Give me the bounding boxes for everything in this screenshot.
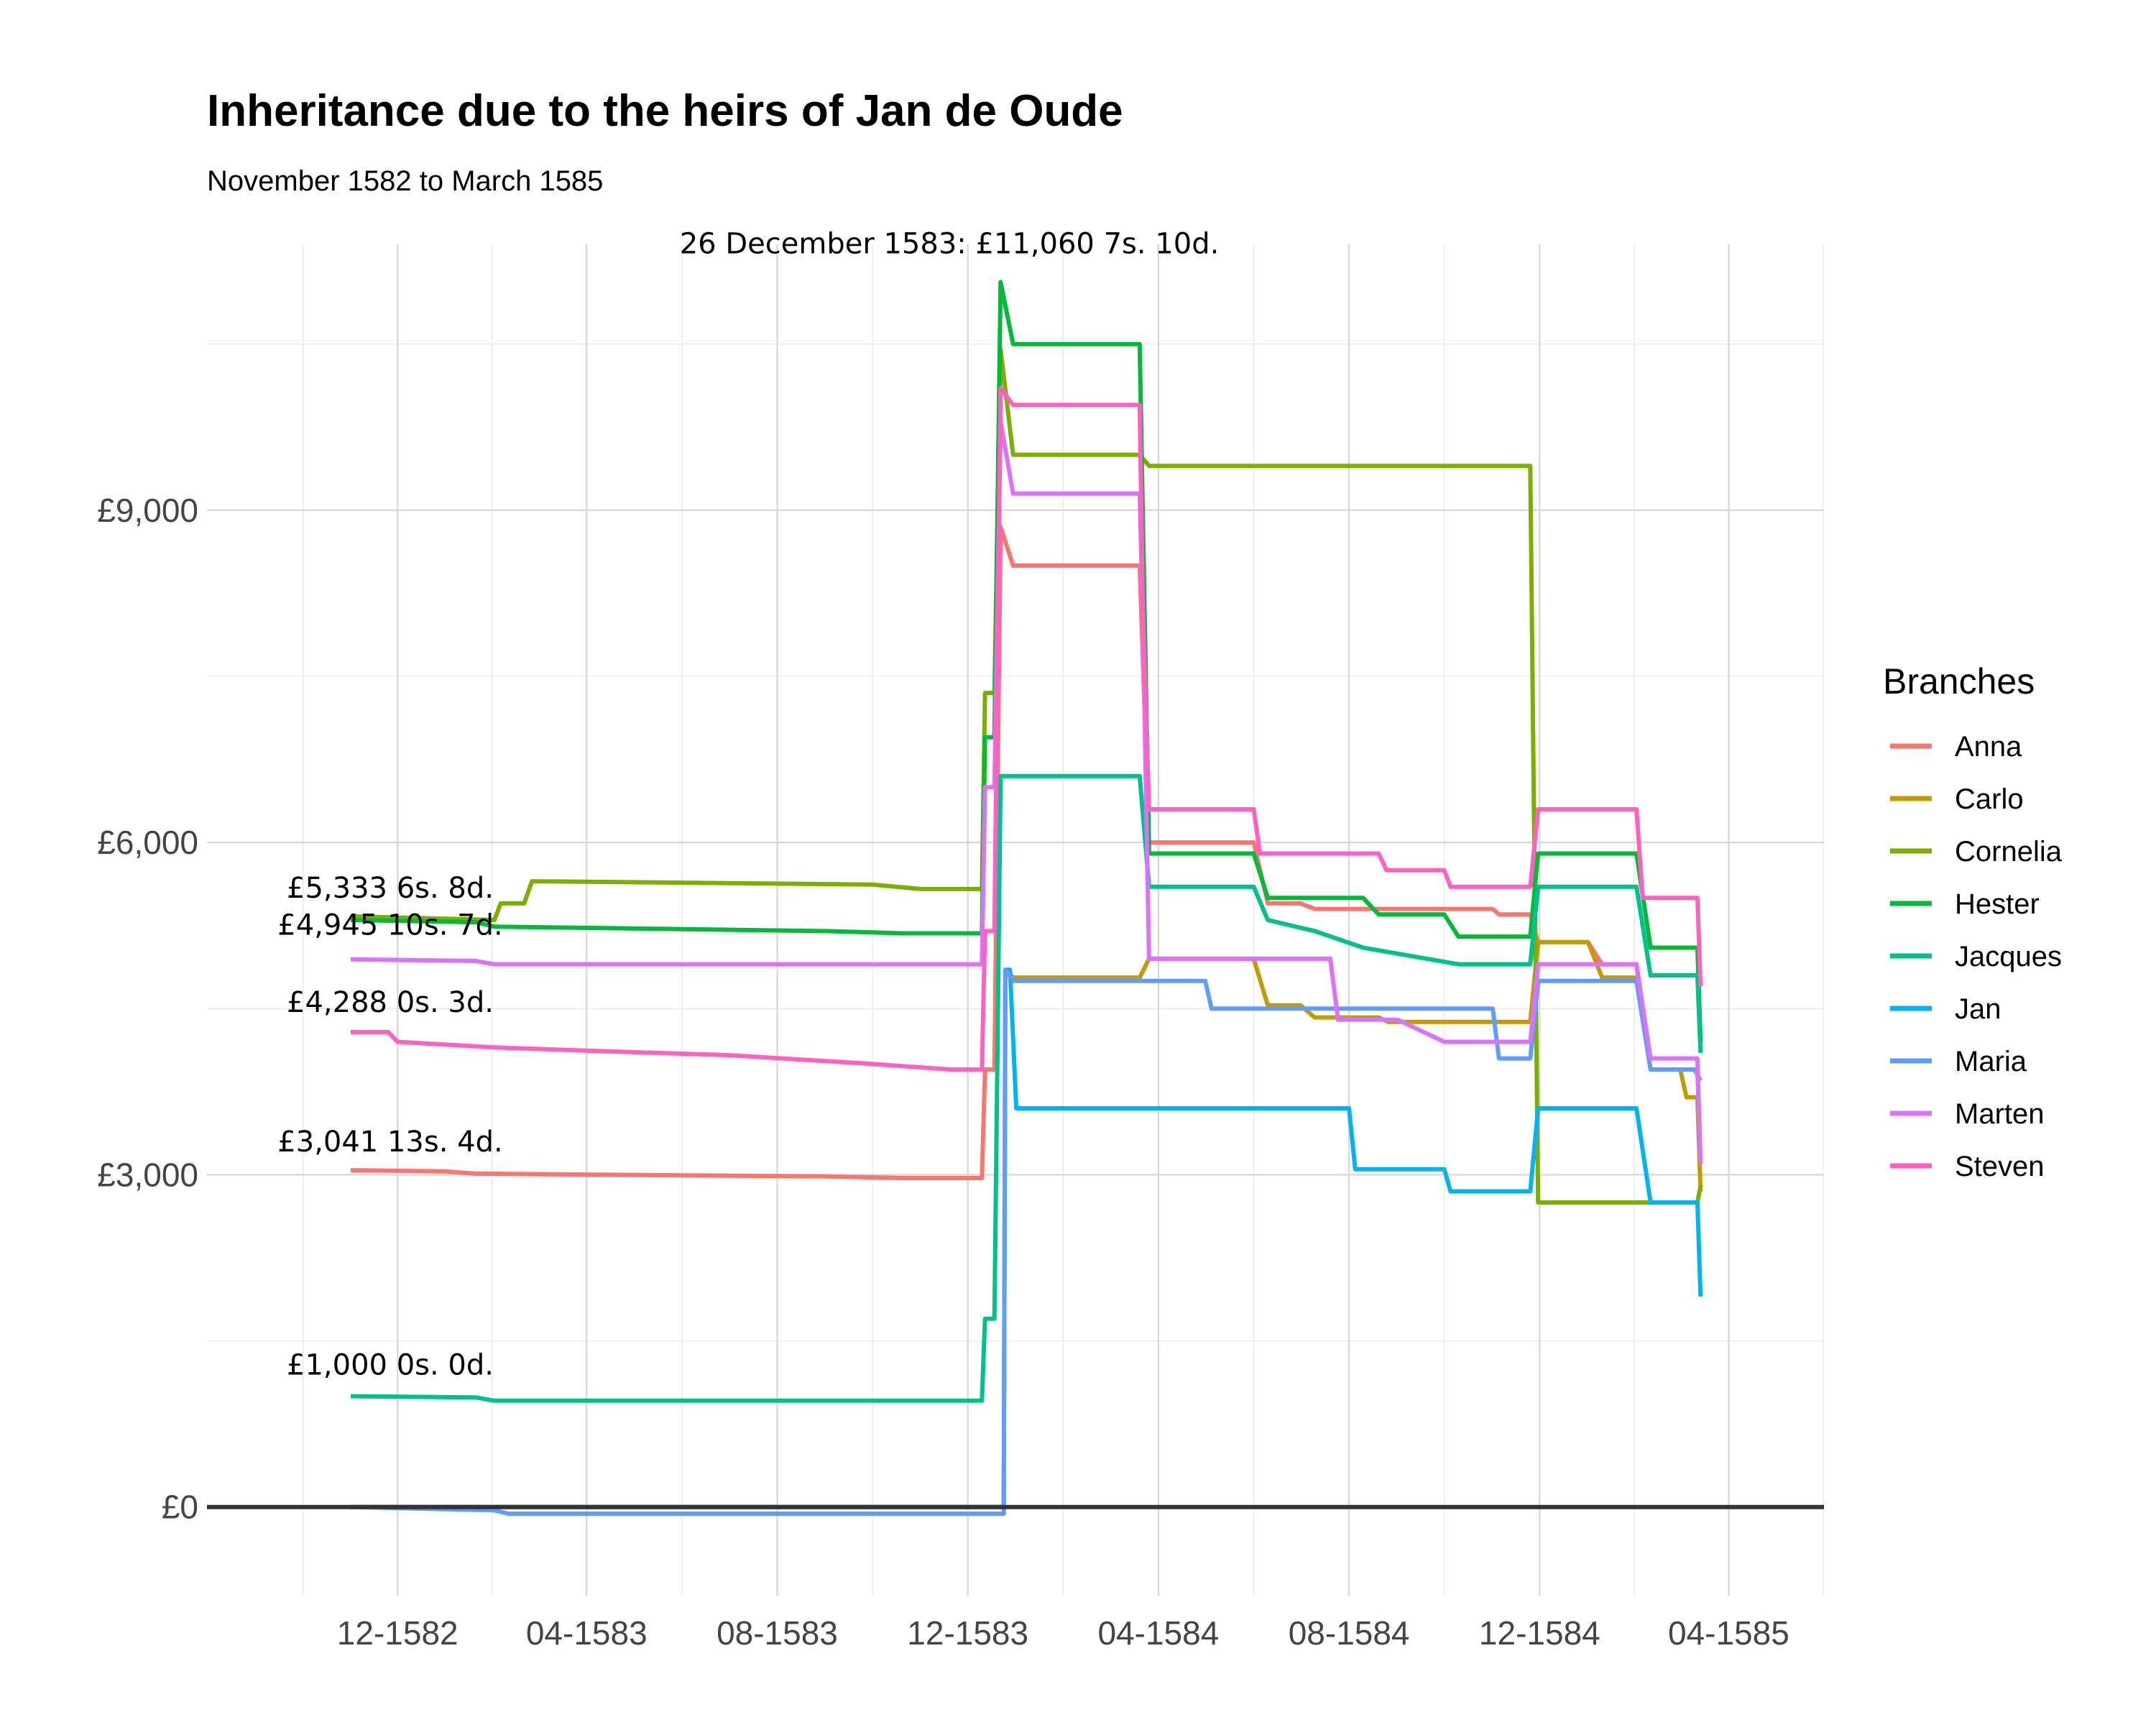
x-tick-label: 12-1584 [1479,1614,1600,1652]
legend-label-carlo: Carlo [1955,783,2024,815]
x-tick-label: 04-1585 [1668,1614,1789,1652]
legend-label-jacques: Jacques [1955,941,2062,972]
series-line-cornelia [350,347,1703,1205]
y-tick-label: £6,000 [97,824,198,861]
legend-label-hester: Hester [1955,888,2040,920]
start-value-annotation: £5,333 6s. 8d. [287,872,494,905]
legend-label-anna: Anna [1955,731,2022,763]
x-tick-label: 08-1584 [1289,1614,1410,1652]
series-line-steven [351,386,1703,1072]
peak-annotation: 26 December 1583: £11,060 7s. 10d. [680,227,1220,260]
series-line-carlo [351,939,1703,1509]
x-tick-label: 12-1582 [337,1614,459,1652]
start-value-annotation: £3,041 13s. 4d. [277,1126,502,1159]
legend-title: Branches [1883,661,2035,702]
series-layer [350,280,1703,1516]
x-tick-label: 04-1584 [1097,1614,1219,1652]
series-line-marten [350,419,1703,1164]
legend-label-jan: Jan [1955,993,2001,1025]
x-tick-label: 04-1583 [526,1614,648,1652]
legend-label-cornelia: Cornelia [1955,836,2063,868]
series-line-jacques [350,773,1703,1403]
y-tick-label: £9,000 [97,492,198,529]
axis-layer: 12-1582 04-1583 08-1583 12-1583 04-1584 08-15… [97,492,1824,1652]
y-tick-label: £3,000 [97,1156,198,1193]
legend-label-steven: Steven [1955,1151,2045,1182]
x-tick-label: 08-1583 [717,1614,838,1652]
series-line-anna [350,525,1703,1180]
legend-label-marten: Marten [1955,1098,2045,1130]
start-value-annotation: £4,945 10s. 7d. [277,909,502,942]
chart-title: Inheritance due to the heirs of Jan de O… [207,86,1123,136]
annotation-layer: 26 December 1583: £11,060 7s. 10d. £5,333… [277,227,1219,1381]
legend: Branches Anna Carlo Cornelia Hester Jacques Ja… [1883,661,2063,1182]
y-tick-label: £0 [162,1489,198,1526]
legend-label-maria: Maria [1955,1046,2027,1077]
x-tick-label: 12-1583 [907,1614,1028,1652]
start-value-annotation: £4,288 0s. 3d. [287,986,494,1019]
series-line-hester [350,280,1703,1042]
start-value-annotation: £1,000 0s. 0d. [287,1349,494,1382]
chart-subtitle: November 1582 to March 1585 [207,165,603,197]
